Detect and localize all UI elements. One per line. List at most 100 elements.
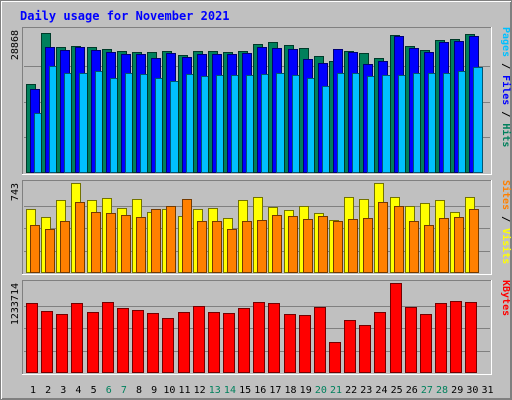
bar-kbytes-day-13 — [208, 312, 220, 373]
x-tick-label: 5 — [91, 385, 97, 396]
x-tick-label: 2 — [45, 385, 51, 396]
bar-kbytes-day-29 — [450, 301, 462, 373]
bar-kbytes-day-18 — [284, 314, 296, 373]
bar-kbytes-day-4 — [71, 303, 83, 373]
panel-middle: 743 Sites / Visits — [10, 180, 512, 275]
bar-sites-day-7 — [121, 215, 131, 273]
bar-kbytes-day-2 — [41, 311, 53, 373]
bar-kbytes-day-24 — [374, 312, 386, 373]
chart-title: Daily usage for November 2021 — [20, 9, 230, 23]
bar-kbytes-day-16 — [253, 302, 265, 373]
x-tick-label: 22 — [345, 385, 357, 396]
series-axis-label: Pages / Files / Hits — [500, 27, 512, 147]
x-tick-label: 16 — [254, 385, 266, 396]
x-tick-label: 23 — [360, 385, 372, 396]
series-axis-label: KBytes — [500, 280, 511, 316]
bar-kbytes-day-17 — [268, 303, 280, 373]
x-tick-label: 28 — [436, 385, 448, 396]
bar-sites-day-8 — [136, 217, 146, 273]
x-tick-label: 9 — [151, 385, 157, 396]
bar-sites-day-1 — [30, 225, 40, 273]
x-tick-label: 6 — [106, 385, 112, 396]
x-tick-label: 29 — [451, 385, 463, 396]
bar-sites-day-10 — [166, 206, 176, 273]
bar-sites-day-29 — [454, 217, 464, 273]
x-tick-label: 8 — [136, 385, 142, 396]
x-tick-label: 11 — [178, 385, 190, 396]
x-tick-label: 18 — [285, 385, 297, 396]
x-tick-label: 1 — [30, 385, 36, 396]
bar-sites-day-24 — [378, 202, 388, 273]
x-tick-label: 24 — [375, 385, 387, 396]
series-axis-label-part: / — [500, 105, 511, 123]
x-tick-label: 4 — [75, 385, 81, 396]
series-axis-label-part: Files — [500, 75, 512, 105]
series-axis-label-part: Sites — [500, 180, 512, 210]
bar-kbytes-day-6 — [102, 302, 114, 373]
x-axis-labels: 1 2 3 4 5 6 7 8 9 10 11 12 13 14 15 16 17 18 19 20 21 22 23 24 2… — [30, 385, 494, 396]
bar-kbytes-day-21 — [329, 342, 341, 373]
bar-sites-day-25 — [394, 206, 404, 273]
series-axis-label-part: Pages — [500, 27, 511, 57]
y-max-label: 1233714 — [10, 283, 21, 325]
bar-kbytes-day-14 — [223, 313, 235, 373]
bar-sites-day-30 — [469, 209, 479, 273]
bar-sites-day-13 — [212, 221, 222, 273]
bar-kbytes-day-26 — [405, 307, 417, 373]
bar-sites-day-27 — [424, 225, 434, 273]
bar-sites-day-6 — [106, 213, 116, 273]
bar-kbytes-day-30 — [465, 302, 477, 373]
series-axis-label: Sites / Visits — [500, 180, 512, 264]
bar-kbytes-day-27 — [420, 314, 432, 373]
bar-kbytes-day-15 — [238, 308, 250, 373]
bar-kbytes-day-25 — [390, 283, 402, 373]
x-tick-label: 25 — [391, 385, 403, 396]
bar-kbytes-day-8 — [132, 310, 144, 373]
bar-kbytes-day-3 — [56, 314, 68, 373]
x-tick-label: 27 — [421, 385, 433, 396]
x-tick-label: 7 — [121, 385, 127, 396]
bar-sites-day-12 — [197, 221, 207, 273]
x-tick-label: 14 — [224, 385, 236, 396]
bar-kbytes-day-28 — [435, 303, 447, 373]
x-tick-label: 12 — [194, 385, 206, 396]
y-max-label: 28868 — [10, 30, 21, 60]
x-tick-label: 13 — [209, 385, 221, 396]
bar-kbytes-day-23 — [359, 325, 371, 373]
bar-sites-day-9 — [151, 209, 161, 273]
bar-kbytes-day-9 — [147, 313, 159, 373]
bar-pages-day-30 — [473, 67, 483, 173]
series-axis-label-part: / — [500, 210, 511, 228]
bar-kbytes-day-5 — [87, 312, 99, 373]
x-tick-label: 15 — [239, 385, 251, 396]
bar-sites-day-15 — [242, 221, 252, 273]
series-axis-label-part: / — [500, 57, 511, 75]
panel-top: 28868 Pages / Files / Hits — [10, 27, 512, 175]
bar-kbytes-day-11 — [178, 312, 190, 373]
bar-sites-day-2 — [45, 229, 55, 273]
bar-kbytes-day-7 — [117, 308, 129, 373]
x-tick-label: 17 — [269, 385, 281, 396]
bar-sites-day-4 — [75, 202, 85, 273]
x-tick-label: 3 — [60, 385, 66, 396]
bar-kbytes-day-20 — [314, 307, 326, 373]
bar-sites-day-19 — [303, 219, 313, 273]
bar-kbytes-day-1 — [26, 303, 38, 373]
bar-sites-day-5 — [91, 212, 101, 273]
x-tick-label: 21 — [330, 385, 342, 396]
bar-sites-day-18 — [288, 216, 298, 273]
bar-sites-day-11 — [182, 199, 192, 273]
x-tick-label: 19 — [300, 385, 312, 396]
bar-sites-day-20 — [318, 216, 328, 273]
series-axis-label-part: KBytes — [500, 280, 511, 316]
bar-sites-day-21 — [333, 221, 343, 273]
bar-sites-day-23 — [363, 218, 373, 273]
bar-sites-day-22 — [348, 219, 358, 273]
chart-panels: 28868 Pages / Files / Hits 743 Sites / Visi… — [10, 27, 512, 375]
bar-kbytes-day-10 — [162, 318, 174, 373]
bar-sites-day-16 — [257, 220, 267, 273]
bar-kbytes-day-19 — [299, 315, 311, 373]
series-axis-label-part: Hits — [500, 123, 512, 147]
